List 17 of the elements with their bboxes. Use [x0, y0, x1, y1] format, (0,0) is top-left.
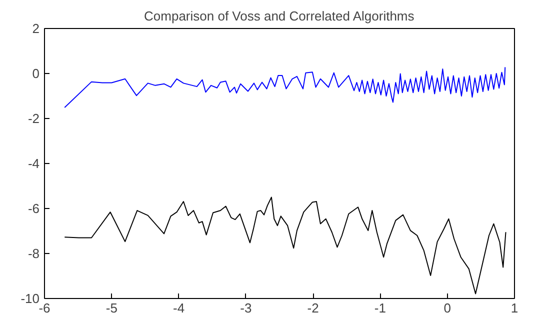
y-tick-label: -4: [28, 156, 40, 171]
line-series: [64, 196, 506, 294]
y-tick-label: 0: [32, 66, 40, 81]
line-series: [64, 66, 506, 108]
x-tick-label: 1: [510, 300, 518, 316]
x-tick-label: -5: [106, 300, 118, 316]
y-tick-label: -6: [28, 201, 40, 216]
y-tick-label: -10: [20, 291, 40, 306]
x-tick-label: 0: [444, 300, 451, 316]
x-tick-label: -3: [240, 300, 252, 316]
x-tick-label: -2: [307, 300, 319, 316]
x-tick-label: -1: [374, 300, 386, 316]
y-tick-label: 2: [32, 21, 40, 36]
chart-title: Comparison of Voss and Correlated Algorithms: [144, 8, 415, 24]
x-tick-label: -4: [173, 300, 185, 316]
y-tick-label: -8: [28, 246, 40, 261]
y-tick-label: -2: [28, 111, 40, 126]
